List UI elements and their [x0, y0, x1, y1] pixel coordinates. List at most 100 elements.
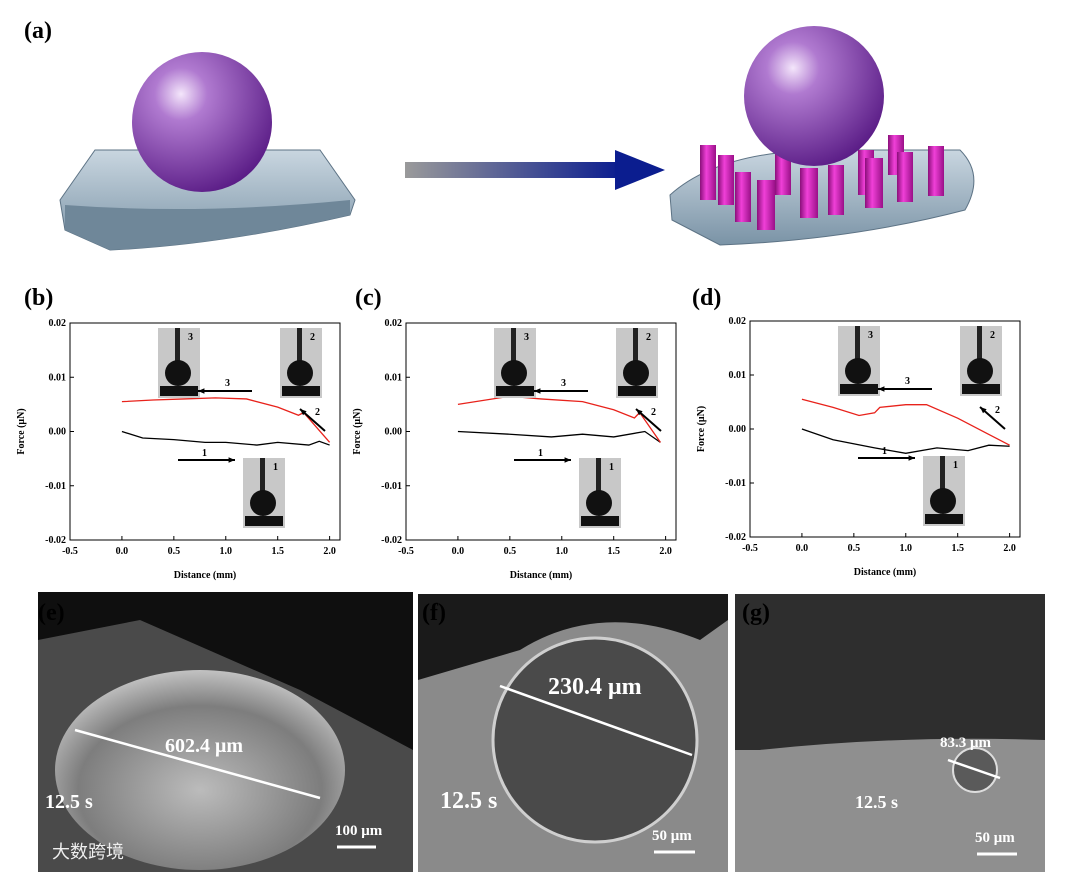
- x-tick-label: 1.0: [556, 546, 569, 557]
- x-tick-label: 0.0: [116, 546, 129, 557]
- inset-label: 3: [524, 332, 529, 343]
- y-tick-label: 0.01: [729, 370, 747, 381]
- y-tick-label: -0.01: [45, 481, 66, 492]
- inset-needle: [977, 326, 982, 361]
- inset-label: 1: [609, 462, 614, 473]
- arrow-label: 1: [882, 446, 887, 457]
- time-label: 12.5 s: [45, 791, 93, 813]
- arrow-label: 1: [538, 448, 543, 459]
- arrow-head: [980, 407, 987, 414]
- data-line: [801, 428, 1010, 454]
- chart: -0.5 0.0 0.5 1.0 1.5 2.0 -0.02 -0.01 0.00 0.01 0.0…: [696, 316, 1021, 578]
- y-tick-label: 0.00: [729, 424, 747, 435]
- inset-base: [496, 386, 534, 396]
- y-tick-label: 0.01: [385, 372, 403, 383]
- inset-label: 1: [953, 460, 958, 471]
- time-label: 12.5 s: [855, 792, 898, 812]
- inset-base: [925, 514, 963, 524]
- panel-label: (b): [24, 285, 53, 311]
- panel-label: (f): [422, 600, 446, 626]
- data-line: [457, 430, 661, 443]
- inset-needle: [633, 328, 638, 363]
- inset-needle: [175, 328, 180, 363]
- arrow-label: 3: [561, 378, 566, 389]
- arrow-head: [908, 455, 915, 461]
- y-tick-label: 0.02: [49, 318, 67, 329]
- arrow-label: 2: [995, 405, 1000, 416]
- x-axis-label: Distance (mm): [174, 570, 236, 581]
- inset-needle: [297, 328, 302, 363]
- x-tick-label: -0.5: [62, 546, 78, 557]
- y-tick-label: 0.01: [49, 372, 67, 383]
- inset-base: [581, 516, 619, 526]
- x-tick-label: 1.0: [220, 546, 233, 557]
- arrow-label: 1: [202, 448, 207, 459]
- measure-line: [499, 684, 693, 757]
- x-tick-label: 0.0: [796, 543, 809, 554]
- inset-label: 2: [646, 332, 651, 343]
- data-line: [801, 398, 1010, 446]
- x-tick-label: 1.0: [900, 543, 913, 554]
- y-axis-label: Force (μN): [16, 408, 27, 454]
- inset-drop: [623, 360, 649, 386]
- x-tick-label: 2.0: [1003, 543, 1016, 554]
- watermark: 大数跨境: [52, 842, 124, 863]
- inset-label: 3: [188, 332, 193, 343]
- panel-label: (d): [692, 285, 721, 311]
- x-tick-label: 1.5: [951, 543, 964, 554]
- inset-needle: [855, 326, 860, 361]
- panel-label: (a): [24, 18, 52, 44]
- micrographs: [38, 592, 1045, 872]
- size-label: 230.4 μm: [548, 674, 642, 700]
- arrow-head: [636, 409, 643, 416]
- inset-drop: [845, 358, 871, 384]
- arrow-label: 3: [905, 376, 910, 387]
- data-line: [121, 397, 331, 443]
- inset-label: 1: [273, 462, 278, 473]
- arrow-head: [198, 388, 205, 394]
- arrow-head: [300, 409, 307, 416]
- arrow-label: 2: [315, 407, 320, 418]
- x-tick-label: 0.5: [848, 543, 861, 554]
- scale-label: 100 μm: [335, 823, 383, 839]
- arrow-head: [534, 388, 541, 394]
- inset-base: [618, 386, 656, 396]
- size-label: 602.4 μm: [165, 735, 243, 757]
- inset-drop: [250, 490, 276, 516]
- inset-needle: [260, 458, 265, 493]
- x-tick-label: 0.5: [504, 546, 517, 557]
- time-label: 12.5 s: [440, 788, 497, 814]
- arrow-head: [878, 386, 885, 392]
- scale-label: 50 μm: [975, 830, 1015, 846]
- x-tick-label: -0.5: [742, 543, 758, 554]
- inset-drop: [165, 360, 191, 386]
- x-axis-label: Distance (mm): [510, 570, 572, 581]
- x-tick-label: -0.5: [398, 546, 414, 557]
- arrow-head: [228, 457, 235, 463]
- y-tick-label: -0.01: [381, 481, 402, 492]
- data-line: [457, 395, 661, 443]
- x-tick-label: 1.5: [271, 546, 284, 557]
- inset-base: [160, 386, 198, 396]
- panel-label: (e): [38, 600, 65, 626]
- x-tick-label: 2.0: [323, 546, 336, 557]
- inset-label: 2: [310, 332, 315, 343]
- inset-needle: [511, 328, 516, 363]
- arrow-label: 3: [225, 378, 230, 389]
- inset-drop: [967, 358, 993, 384]
- x-tick-label: 0.0: [452, 546, 465, 557]
- panel-label: (g): [742, 600, 770, 626]
- x-tick-label: 0.5: [168, 546, 181, 557]
- inset-base: [245, 516, 283, 526]
- inset-base: [962, 384, 1000, 394]
- inset-drop: [501, 360, 527, 386]
- arrow-label: 2: [651, 407, 656, 418]
- scale-label: 50 μm: [652, 828, 692, 844]
- y-tick-label: 0.02: [385, 318, 403, 329]
- measure-line: [947, 758, 1001, 780]
- inset-base: [282, 386, 320, 396]
- schematic: [59, 26, 975, 251]
- y-tick-label: -0.02: [45, 535, 66, 546]
- y-tick-label: -0.02: [381, 535, 402, 546]
